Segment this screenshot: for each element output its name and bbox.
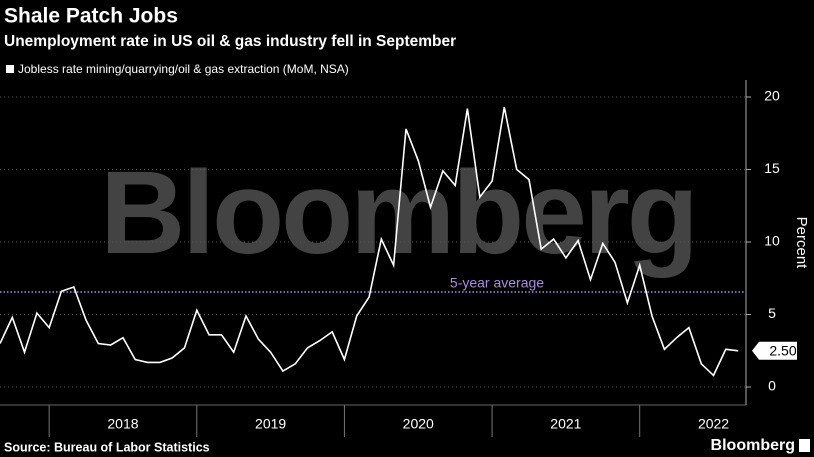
watermark: Bloomberg	[100, 147, 696, 279]
x-tick-label: 2019	[255, 416, 286, 432]
source: Source: Bureau of Labor Statistics	[4, 440, 210, 454]
legend-swatch	[6, 65, 14, 73]
brand: Bloomberg	[711, 437, 795, 454]
value-label: 2.50	[769, 342, 796, 358]
y-tick-label: 0	[768, 378, 776, 394]
legend-label: Jobless rate mining/quarrying/oil & gas …	[18, 62, 349, 76]
value-label-box	[752, 341, 797, 360]
y-axis-label: Percent	[793, 217, 810, 270]
chart-title: Shale Patch Jobs	[4, 5, 178, 28]
x-tick-label: 2020	[403, 416, 434, 432]
reference-label: 5-year average	[450, 275, 544, 291]
y-tick-label: 20	[764, 88, 780, 104]
x-tick-label: 2018	[107, 416, 138, 432]
brand-icon	[799, 439, 810, 452]
x-tick-label: 2021	[550, 416, 581, 432]
y-tick-label: 15	[764, 160, 780, 176]
y-tick-label: 5	[768, 305, 776, 321]
y-tick-label: 10	[764, 233, 780, 249]
series-line	[0, 106, 739, 377]
chart-subtitle: Unemployment rate in US oil & gas indust…	[4, 33, 456, 50]
x-tick-label: 2022	[698, 416, 729, 432]
